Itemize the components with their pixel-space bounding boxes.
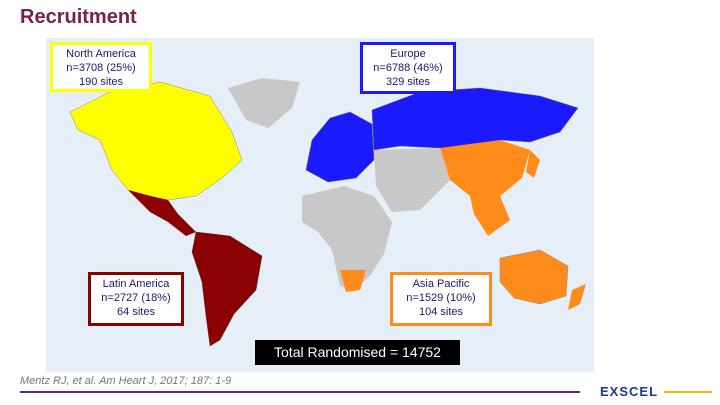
region-sites: 64 sites (117, 306, 155, 318)
region-sites: 104 sites (418, 306, 464, 318)
russia (371, 87, 579, 151)
china (440, 140, 530, 196)
greenland (228, 78, 300, 128)
region-n: n=3708 (25%) (66, 62, 136, 74)
region-n: n=6788 (46%) (373, 62, 443, 74)
region-sites: 190 sites (78, 76, 124, 88)
logo: EXSCEL (600, 384, 659, 399)
europe (305, 111, 375, 183)
mexico (128, 190, 196, 236)
south-africa (340, 270, 366, 292)
total-randomised: Total Randomised = 14752 (255, 340, 460, 365)
region-box: Asia Pacific n=1529 (10%) 104 sites (390, 272, 492, 326)
region-n: n=1529 (10%) (406, 292, 476, 304)
region-name: Asia Pacific (412, 278, 470, 290)
region-box: Latin America n=2727 (18%) 64 sites (88, 272, 184, 326)
japan (526, 150, 540, 178)
region-name: North America (66, 48, 136, 60)
region-sites: 329 sites (385, 76, 431, 88)
region-name: Latin America (102, 278, 170, 290)
citation: Mentz RJ, et al. Am Heart J, 2017; 187: … (20, 375, 232, 387)
region-box: Europe n=6788 (46%) 329 sites (360, 42, 456, 94)
region-box: North America n=3708 (25%) 190 sites (50, 42, 152, 92)
slide-title: Recruitment (20, 6, 137, 28)
australia (499, 249, 569, 305)
se-asia (470, 196, 510, 236)
region-name: Europe (390, 48, 426, 60)
north-america (69, 81, 243, 201)
africa (302, 186, 392, 290)
new-zealand (568, 284, 586, 310)
region-n: n=2727 (18%) (101, 292, 171, 304)
south-america (191, 231, 263, 347)
asia-grey (374, 148, 450, 212)
